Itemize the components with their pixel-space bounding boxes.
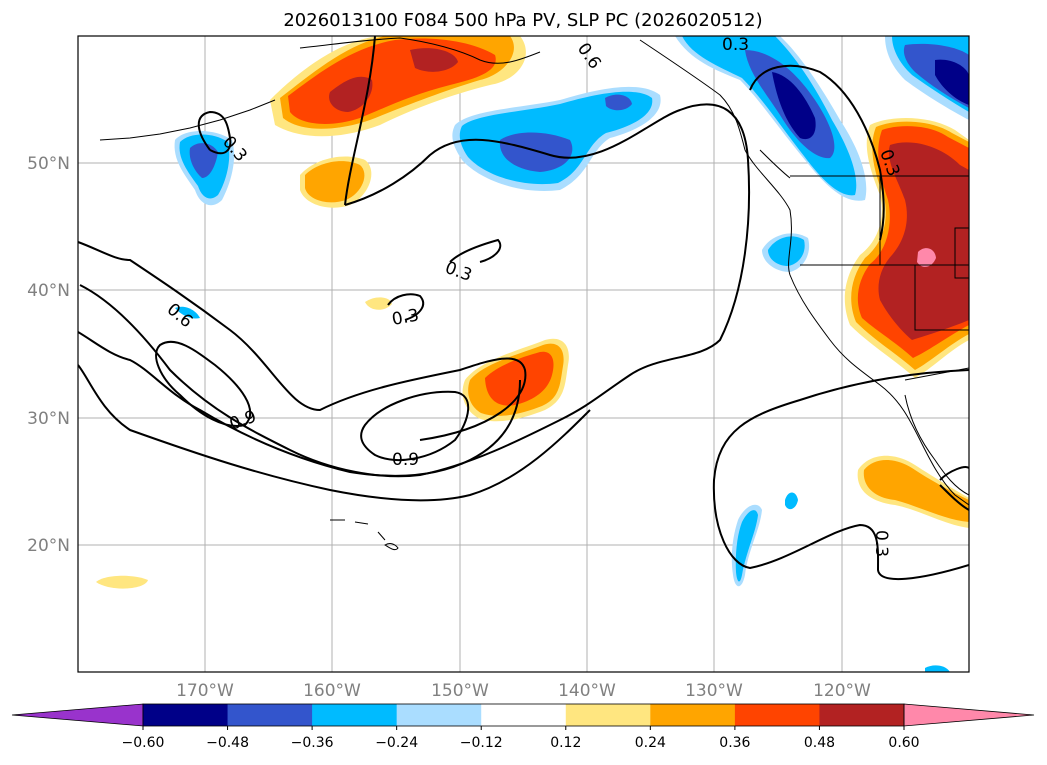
slp-contours — [78, 36, 969, 580]
lon-tick-label: 120°W — [813, 681, 871, 701]
pv-fill-small-orange-west — [96, 575, 148, 589]
colorbar-segment — [227, 704, 313, 726]
pv-fill-pos-east-extreme — [917, 248, 936, 267]
lat-tick-label: 40°N — [27, 281, 70, 301]
pv-fill-neg-coast-mid — [768, 236, 805, 266]
map-area: 0.3 0.6 0.3 0.3 0.3 0.3 0.6 0.9 0.9 0.3 — [78, 35, 969, 672]
colorbar-extend-high — [903, 703, 1035, 727]
lon-tick-label: 130°W — [685, 681, 743, 701]
lon-tick-label: 140°W — [558, 681, 616, 701]
contour-label: 0.3 — [390, 306, 420, 330]
colorbar-segment — [650, 704, 736, 726]
contour-06-inner-west — [78, 241, 527, 441]
colorbar-tick-label: −0.24 — [375, 735, 418, 751]
coastlines — [99, 37, 969, 551]
lon-tick-label: 170°W — [176, 681, 234, 701]
colorbar-tick-label: 0.24 — [635, 735, 666, 751]
contour-label: 0.3 — [722, 35, 749, 55]
pv-fill-neg-ne-mid — [682, 36, 857, 196]
pv-fill-neg-corner-core — [935, 59, 969, 105]
pv-fill-neg-central-core — [499, 132, 573, 172]
pv-fill-pos-east-core — [878, 142, 969, 340]
lat-axis: 50°N 40°N 30°N 20°N — [27, 154, 70, 556]
contour-03-small-150 — [387, 293, 425, 321]
pv-fill-gulf-alaska-core — [329, 76, 373, 112]
lat-tick-label: 50°N — [27, 154, 70, 174]
contour-label: 0.9 — [392, 450, 419, 470]
contour-03-small-148 — [449, 238, 502, 263]
colorbar: −0.60 −0.48 −0.36 −0.24 −0.12 0.12 0.24 0.36 0.4… — [11, 703, 1035, 751]
contour-small-se-corner — [939, 466, 969, 511]
coast-aleutians — [99, 99, 276, 141]
coast-baja — [904, 394, 969, 496]
colorbar-tick-label: 0.60 — [888, 735, 919, 751]
pv-fill-gulf-alaska-core2 — [410, 48, 458, 72]
colorbar-segment — [481, 704, 567, 726]
pv-fill-pos-mid-core — [485, 351, 554, 406]
colorbar-tick-label: 0.36 — [719, 735, 750, 751]
contour-09-central — [360, 390, 470, 461]
colorbar-segment — [396, 704, 482, 726]
pv-fill-small-orange-150 — [365, 297, 392, 310]
colorbar-segment — [312, 704, 398, 726]
colorbar-segment — [143, 704, 229, 726]
colorbar-segment — [819, 704, 905, 726]
contour-06-north — [344, 36, 376, 206]
contour-03-northeast — [749, 64, 885, 241]
coast-hawaii — [330, 519, 399, 551]
pv-fill-orange-blob-mid — [305, 161, 365, 203]
pv-fill-neg-ne-core — [772, 72, 816, 140]
lat-tick-label: 30°N — [27, 409, 70, 429]
pv-fill-neg-central-core2 — [605, 94, 632, 111]
coast-na-west — [639, 39, 969, 506]
colorbar-tick-label: −0.36 — [291, 735, 334, 751]
pv-fill-small-neg-170 — [175, 306, 200, 319]
colorbar-tick-label: −0.48 — [206, 735, 249, 751]
pv-fill-neg-west-core — [189, 143, 218, 178]
colorbar-tick-label: −0.12 — [460, 735, 503, 751]
border-mexico — [904, 367, 969, 381]
lon-tick-label: 160°W — [303, 681, 361, 701]
pv-fill-small-neg-bottom — [925, 665, 950, 672]
contour-03-southeast — [712, 369, 969, 580]
coast-alaska — [299, 37, 541, 64]
contour-label: 0.3 — [871, 530, 891, 557]
lon-tick-label: 150°W — [431, 681, 489, 701]
colorbar-extend-low — [11, 703, 144, 727]
border-states — [800, 176, 969, 331]
pv-shading — [96, 36, 969, 672]
coast-vancouver — [759, 149, 791, 179]
lon-axis: 170°W 160°W 150°W 140°W 130°W 120°W — [176, 681, 871, 701]
colorbar-tick-label: −0.60 — [122, 735, 165, 751]
contour-09-west — [155, 340, 252, 427]
colorbar-segment — [734, 704, 820, 726]
colorbar-segment — [565, 704, 651, 726]
contour-outer-lower2 — [78, 364, 591, 502]
contour-06-big-loop — [79, 103, 751, 478]
lat-tick-label: 20°N — [27, 536, 70, 556]
map-frame — [77, 35, 970, 673]
pv-fill-pos-se-mid — [863, 459, 969, 522]
contour-03-west — [197, 110, 232, 155]
colorbar-tick-label: 0.48 — [804, 735, 835, 751]
pv-fill-neg-small — [785, 492, 798, 510]
colorbar-tick-label: 0.12 — [550, 735, 581, 751]
chart-title: 2026013100 F084 500 hPa PV, SLP PC (2026… — [283, 10, 762, 31]
colorbar-outline — [142, 703, 905, 727]
contour-outer-lower — [78, 331, 521, 477]
